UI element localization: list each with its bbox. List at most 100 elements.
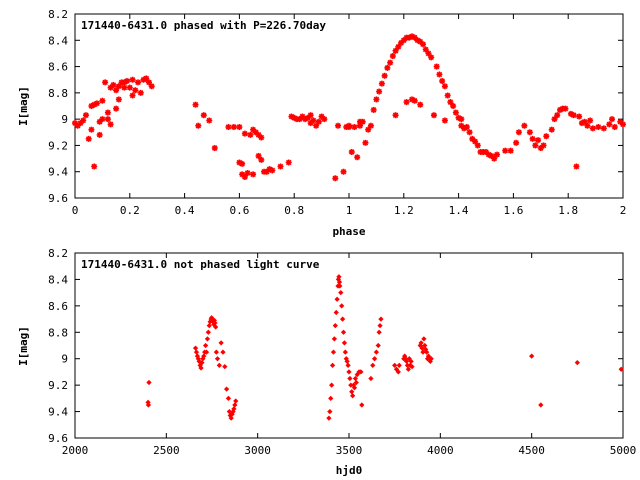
unphased-light-curve-panel: 171440-6431.0 not phased light curve hjd… (17, 247, 636, 477)
data-point (80, 117, 87, 124)
phased-x-axis-title: phase (332, 225, 365, 238)
data-point (201, 353, 207, 359)
data-point (368, 375, 374, 382)
data-point (115, 83, 122, 90)
data-point (574, 360, 580, 366)
unphased-y-tick-label: 9.2 (48, 379, 68, 392)
phased-y-tick-label: 8.2 (48, 8, 68, 21)
unphased-data-points (145, 274, 624, 421)
data-point (422, 342, 428, 349)
data-point (104, 109, 111, 116)
phased-axis-ticks: 0 0.2 0.4 0.6 0.8 1 1.2 1.4 1.6 1.8 2 8.2 8.4 8.6 8.8 9… (48, 8, 626, 217)
data-point (198, 365, 204, 371)
data-point (354, 154, 361, 161)
data-point (370, 362, 376, 368)
data-point (220, 349, 226, 355)
data-point (335, 122, 342, 129)
data-point (236, 124, 243, 131)
unphased-y-tick-label: 8.2 (48, 247, 68, 260)
unphased-y-tick-label: 9.4 (48, 406, 68, 419)
data-point (206, 117, 213, 124)
data-point (213, 349, 220, 355)
data-point (345, 362, 351, 368)
data-point (526, 129, 533, 136)
unphased-x-tick-label: 2000 (62, 444, 89, 457)
data-point (228, 415, 234, 421)
data-point (203, 349, 210, 355)
data-point (422, 46, 429, 53)
phased-plot-title: 171440-6431.0 phased with P=226.70day (81, 19, 326, 32)
data-point (600, 125, 607, 132)
data-point (307, 112, 314, 119)
data-point (214, 356, 221, 362)
data-point (230, 124, 237, 131)
data-point (338, 290, 344, 296)
data-point (493, 151, 500, 158)
data-point (570, 112, 577, 119)
data-point (375, 342, 381, 349)
data-point (595, 124, 602, 131)
data-point (502, 147, 509, 154)
data-point (124, 78, 131, 85)
data-point (351, 385, 358, 391)
unphased-y-tick-label: 8.4 (48, 273, 68, 286)
data-point (395, 369, 401, 375)
data-point (573, 163, 580, 170)
data-point (433, 63, 440, 70)
data-point (223, 386, 230, 392)
data-point (387, 59, 394, 66)
phased-y-axis-title: I[mag] (17, 86, 30, 126)
data-point (411, 97, 418, 104)
data-point (418, 340, 424, 346)
data-point (618, 366, 624, 372)
data-point (452, 109, 459, 116)
data-point (408, 358, 414, 364)
data-point (513, 139, 520, 146)
data-point (532, 142, 539, 149)
data-point (195, 122, 202, 129)
data-point (378, 316, 384, 322)
data-point (359, 402, 365, 408)
data-point (491, 155, 498, 162)
data-point (113, 105, 120, 112)
data-point (225, 124, 232, 131)
data-point (384, 64, 391, 71)
data-point (515, 129, 522, 136)
data-point (330, 349, 337, 355)
data-point (255, 152, 262, 159)
data-point (129, 92, 136, 99)
data-point (241, 173, 248, 180)
data-point (337, 283, 343, 289)
data-point (285, 159, 292, 166)
data-point (102, 79, 109, 86)
data-point (146, 379, 152, 386)
phased-x-tick-label: 1 (346, 204, 353, 217)
phased-x-tick-label: 1.8 (558, 204, 578, 217)
data-point (463, 124, 470, 131)
data-point (247, 131, 254, 138)
data-point (405, 366, 411, 372)
unphased-x-tick-label: 3500 (336, 444, 363, 457)
data-point (548, 126, 555, 133)
data-point (258, 156, 265, 163)
data-point (458, 116, 465, 123)
data-point (310, 117, 317, 124)
data-point (472, 138, 479, 145)
data-point (417, 101, 424, 108)
data-point (148, 83, 155, 90)
data-point (137, 89, 144, 96)
data-point (348, 149, 355, 155)
data-point (576, 113, 583, 120)
data-point (389, 53, 396, 60)
data-point (538, 402, 544, 408)
data-point (192, 345, 199, 351)
data-point (331, 336, 338, 342)
data-point (466, 129, 473, 136)
data-point (193, 349, 200, 355)
data-point (225, 395, 232, 401)
data-point (352, 375, 359, 382)
phased-x-tick-label: 1.6 (503, 204, 523, 217)
data-point (126, 84, 133, 91)
data-point (326, 415, 332, 421)
data-point (332, 323, 338, 329)
